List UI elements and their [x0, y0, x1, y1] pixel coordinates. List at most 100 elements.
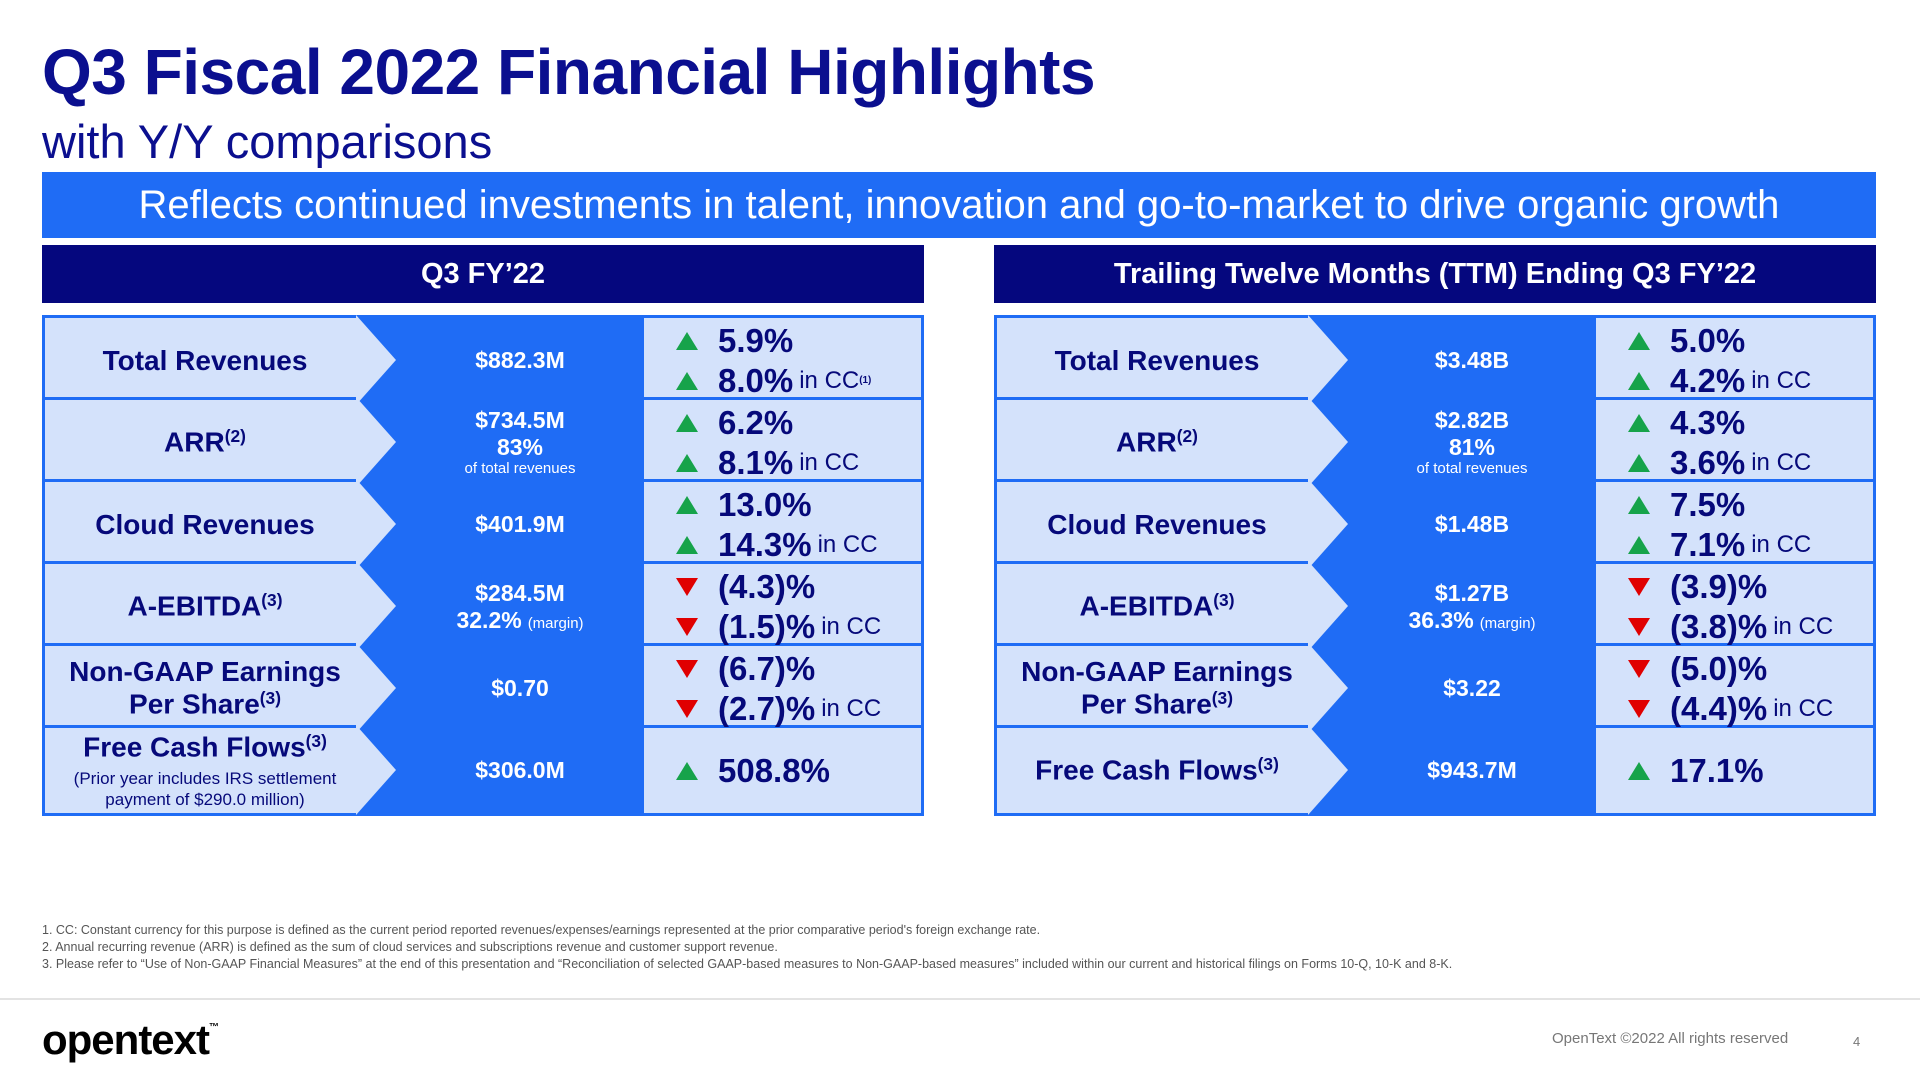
metric-name-line: Non-GAAP Earnings: [69, 656, 341, 688]
footnote-ref: (3): [305, 730, 327, 751]
footnote-ref: (2): [224, 426, 246, 447]
change-percent: 508.8%: [718, 751, 830, 789]
metric-value: $943.7M: [1427, 757, 1517, 784]
metric-percent: 36.3%: [1408, 606, 1474, 633]
change-percent: (4.3)%: [718, 567, 816, 605]
triangle-up-icon: [676, 413, 698, 432]
metric-value: $2.82B: [1434, 407, 1510, 434]
metric-row: ARR(2) $2.82B 81% of total revenues 4.3% 3.6%…: [994, 397, 1876, 488]
banner: Reflects continued investments in talent…: [42, 172, 1876, 238]
change-percent: 5.0%: [1670, 321, 1746, 359]
metric-row: A-EBITDA(3) $1.27B 36.3% (margin) (3.9)% (3.8…: [994, 561, 1876, 652]
triangle-up-icon: [676, 761, 698, 780]
metric-name: A-EBITDA(3): [994, 561, 1320, 652]
metric-value-cell: $3.22: [1348, 643, 1596, 734]
change-percent: 8.0%: [718, 361, 794, 399]
metric-value: $1.48B: [1434, 511, 1510, 538]
page-title: Q3 Fiscal 2022 Financial Highlights: [42, 36, 1096, 108]
yoy-change: 17.1%: [1628, 751, 1876, 791]
yoy-change-cell: 4.3% 3.6% in CC: [1596, 397, 1876, 488]
change-percent: 14.3%: [718, 525, 812, 563]
triangle-up-icon: [676, 371, 698, 390]
metric-name-line: Free Cash Flows(3): [83, 731, 327, 764]
yoy-change-cell: (5.0)% (4.4)% in CC: [1596, 643, 1876, 734]
metric-name-line: Cloud Revenues: [95, 509, 314, 541]
metric-name: Cloud Revenues: [994, 479, 1320, 570]
footnote-ref: (1): [859, 375, 872, 386]
metric-label: Cloud Revenues: [95, 508, 315, 540]
triangle-down-icon: [1628, 577, 1650, 596]
metric-value: $882.3M: [475, 347, 565, 374]
metric-value: $306.0M: [475, 757, 565, 784]
yoy-change: 8.0% in CC (1): [676, 361, 924, 401]
chevron-arrow: [356, 479, 396, 569]
change-percent: 3.6%: [1670, 443, 1746, 481]
metric-value-cell: $0.70: [396, 643, 644, 734]
footnote-ref: (3): [1257, 754, 1279, 775]
panel-ttm: Trailing Twelve Months (TTM) Ending Q3 F…: [994, 245, 1876, 816]
triangle-up-icon: [1628, 453, 1650, 472]
logo-text: opentext: [42, 1016, 210, 1063]
metric-name-line: A-EBITDA(3): [128, 590, 283, 623]
metric-name-line: ARR(2): [1116, 426, 1198, 459]
value-note: of total revenues: [464, 460, 576, 478]
triangle-up-icon: [676, 331, 698, 350]
footnote: 3. Please refer to “Use of Non-GAAP Fina…: [42, 957, 1453, 971]
triangle-up-icon: [676, 535, 698, 554]
metric-name-line: Total Revenues: [1055, 345, 1260, 377]
constant-currency-label: in CC: [821, 694, 882, 722]
triangle-up-icon: [676, 495, 698, 514]
metric-value: $734.5M: [475, 407, 565, 434]
metric-value-cell: $2.82B 81% of total revenues: [1348, 397, 1596, 488]
value-band: [356, 479, 644, 570]
metric-name-line: A-EBITDA(3): [1080, 590, 1235, 623]
metric-name: Free Cash Flows(3): [994, 725, 1320, 816]
metric-row: Non-GAAP Earnings Per Share(3) $3.22 (5.0)%…: [994, 643, 1876, 734]
logo-tm: ™: [209, 1022, 220, 1033]
yoy-change: (6.7)%: [676, 649, 924, 689]
chevron-arrow: [1308, 561, 1348, 651]
metric-value-cell: $943.7M: [1348, 725, 1596, 816]
metric-name: Total Revenues: [994, 315, 1320, 406]
metric-row: Cloud Revenues $401.9M 13.0% 14.3% in CC: [42, 479, 924, 570]
triangle-down-icon: [676, 699, 698, 718]
margin-note: (margin): [1479, 614, 1536, 632]
metric-name-line: Total Revenues: [103, 345, 308, 377]
yoy-change: (3.9)%: [1628, 567, 1876, 607]
change-percent: 4.3%: [1670, 403, 1746, 441]
metric-name: Non-GAAP Earnings Per Share(3): [42, 643, 368, 734]
yoy-change: 7.5%: [1628, 485, 1876, 525]
change-percent: 5.9%: [718, 321, 794, 359]
metric-value-line: 36.3% (margin): [1408, 607, 1535, 633]
yoy-change: (5.0)%: [1628, 649, 1876, 689]
chevron-arrow: [356, 315, 396, 405]
metric-percent: 83%: [496, 433, 544, 460]
change-percent: (1.5)%: [718, 607, 816, 645]
chevron-arrow: [1308, 643, 1348, 733]
panel-header: Trailing Twelve Months (TTM) Ending Q3 F…: [994, 245, 1876, 303]
constant-currency-label: in CC: [799, 366, 860, 394]
yoy-change: 5.9%: [676, 321, 924, 361]
footer-divider: [0, 998, 1920, 1000]
metric-name: Non-GAAP Earnings Per Share(3): [994, 643, 1320, 734]
change-percent: (4.4)%: [1670, 689, 1768, 727]
value-band: [356, 397, 644, 488]
metric-value-line: 32.2% (margin): [456, 607, 583, 633]
yoy-change-cell: 5.0% 4.2% in CC: [1596, 315, 1876, 406]
constant-currency-label: in CC: [1773, 694, 1834, 722]
footnote-ref: (2): [1176, 426, 1198, 447]
change-percent: 7.1%: [1670, 525, 1746, 563]
change-percent: (3.9)%: [1670, 567, 1768, 605]
yoy-change: 4.2% in CC: [1628, 361, 1876, 401]
triangle-up-icon: [1628, 761, 1650, 780]
metric-row: Total Revenues $882.3M 5.9% 8.0% in CC (1): [42, 315, 924, 406]
triangle-down-icon: [1628, 617, 1650, 636]
triangle-down-icon: [676, 577, 698, 596]
page-number: 4: [1853, 1034, 1861, 1049]
constant-currency-label: in CC: [1751, 448, 1812, 476]
yoy-change: 7.1% in CC: [1628, 525, 1876, 565]
metric-label: Non-GAAP Earnings: [69, 656, 341, 688]
value-band: [356, 725, 644, 816]
metric-value-cell: $284.5M 32.2% (margin): [396, 561, 644, 652]
yoy-change-cell: 13.0% 14.3% in CC: [644, 479, 924, 570]
